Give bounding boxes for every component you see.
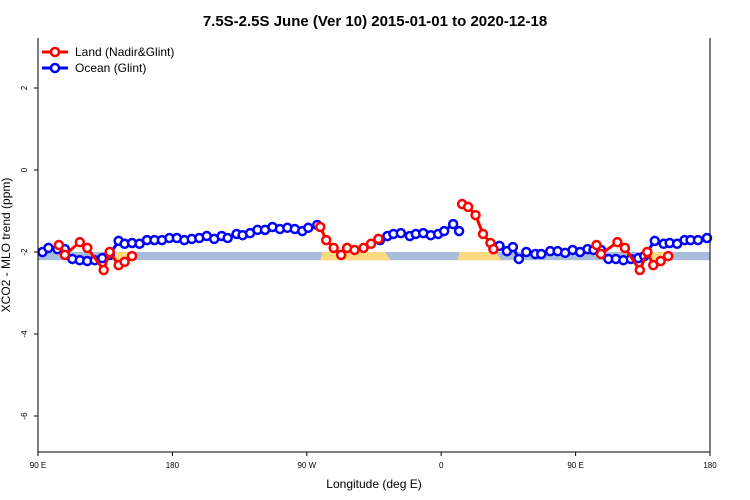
land-data-point [591,239,602,251]
land-data-point [59,249,71,261]
y-tick-label: -2 [20,248,29,256]
legend-ocean-marker [49,62,61,74]
ocean-data-point [453,225,465,237]
y-tick-label: -6 [20,412,29,420]
ocean-data-point [536,248,547,260]
land-data-point [373,233,384,245]
ocean-data-point [649,235,660,247]
axes [37,38,711,453]
land-data-point [119,256,130,268]
ocean-data-point [521,246,532,258]
ocean-data-point [692,234,704,246]
land-data-point [662,250,674,262]
x-tick-label: 90 E [567,461,583,470]
chart-title: 7.5S-2.5S June (Ver 10) 2015-01-01 to 20… [203,13,547,30]
land-data-point [642,246,653,258]
land-data-point [488,243,499,255]
land-data-point [74,236,86,248]
x-tick-label: 90 W [297,461,316,470]
land-data-point [655,255,666,267]
reference-band-land [457,252,502,261]
y-tick-label: 2 [20,85,29,90]
x-tick-label: 180 [703,461,717,470]
y-tick-label: 0 [20,167,29,172]
y-axis-label: XCO2 - MLO trend (ppm) [0,178,13,313]
land-data-point [634,264,646,276]
land-data-point [365,238,377,250]
land-data-point [477,228,489,240]
land-data-point [470,209,481,221]
land-data-point [612,236,623,248]
x-tick-label: 0 [439,461,444,470]
land-data-point [328,242,339,254]
ocean-data-point [701,232,713,244]
land-data-point [320,234,332,246]
legend: Land (Nadir&Glint) Ocean (Glint) [42,45,174,75]
ocean-data-point [395,227,407,239]
y-tick-label: -4 [20,330,29,338]
land-data-point [619,242,631,254]
land-data-point [126,250,138,262]
land-data-point [595,248,607,260]
ocean-data-point [303,222,314,234]
ocean-data-point [438,225,450,237]
x-tick-label: 90 E [30,461,46,470]
ocean-data-point [513,253,525,265]
legend-ocean-label: Ocean (Glint) [75,61,146,75]
land-data-point [314,221,326,233]
series-group [37,198,713,276]
x-tick-label: 180 [166,461,180,470]
legend-land-marker [49,46,61,58]
land-data-point [358,242,369,254]
land-data-point [349,244,360,256]
legend-land-label: Land (Nadir&Glint) [75,45,174,59]
land-data-point [104,246,115,258]
land-data-point [462,201,474,213]
ocean-data-point [43,242,54,254]
ocean-data-point [222,232,233,244]
ocean-data-point [447,218,459,230]
land-data-point [335,249,347,261]
ocean-data-point [507,241,519,253]
land-data-point [648,259,659,271]
land-data-point [53,239,65,251]
x-axis-label: Longitude (deg E) [326,477,421,491]
land-data-point [82,242,93,254]
land-data-point [98,264,109,276]
